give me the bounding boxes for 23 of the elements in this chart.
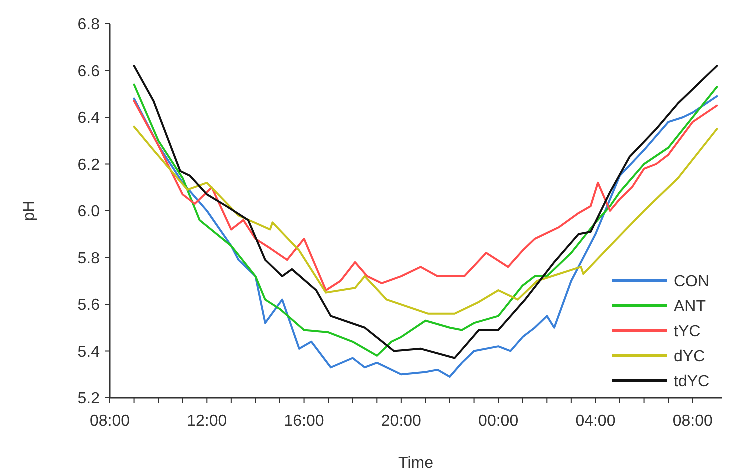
x-tick-label: 20:00 [381,413,422,430]
y-tick-label: 6.8 [78,16,100,34]
x-tick-label: 16:00 [284,413,324,430]
x-tick-label: 00:00 [478,413,519,430]
x-tick-label: 12:00 [187,413,228,430]
x-tick-label: 04:00 [576,413,616,430]
y-tick-label: 6.0 [78,204,100,221]
legend-label: tdYC [674,374,710,391]
x-tick-label: 08:00 [90,413,130,430]
legend-label: tYC [674,324,701,341]
legend-label: CON [674,274,710,291]
x-tick-label: 08:00 [672,413,713,430]
y-tick-label: 5.8 [78,250,100,268]
legend-label: dYC [674,348,706,366]
legend-label: ANT [674,298,706,316]
x-axis-title: Time [398,455,434,472]
y-tick-label: 5.6 [78,297,100,314]
y-tick-label: 5.2 [78,390,100,408]
y-axis-title: pH [21,200,38,222]
y-tick-label: 6.2 [78,156,100,174]
y-tick-label: 5.4 [78,344,100,361]
y-tick-label: 6.6 [78,63,100,80]
y-tick-label: 6.4 [78,110,100,128]
